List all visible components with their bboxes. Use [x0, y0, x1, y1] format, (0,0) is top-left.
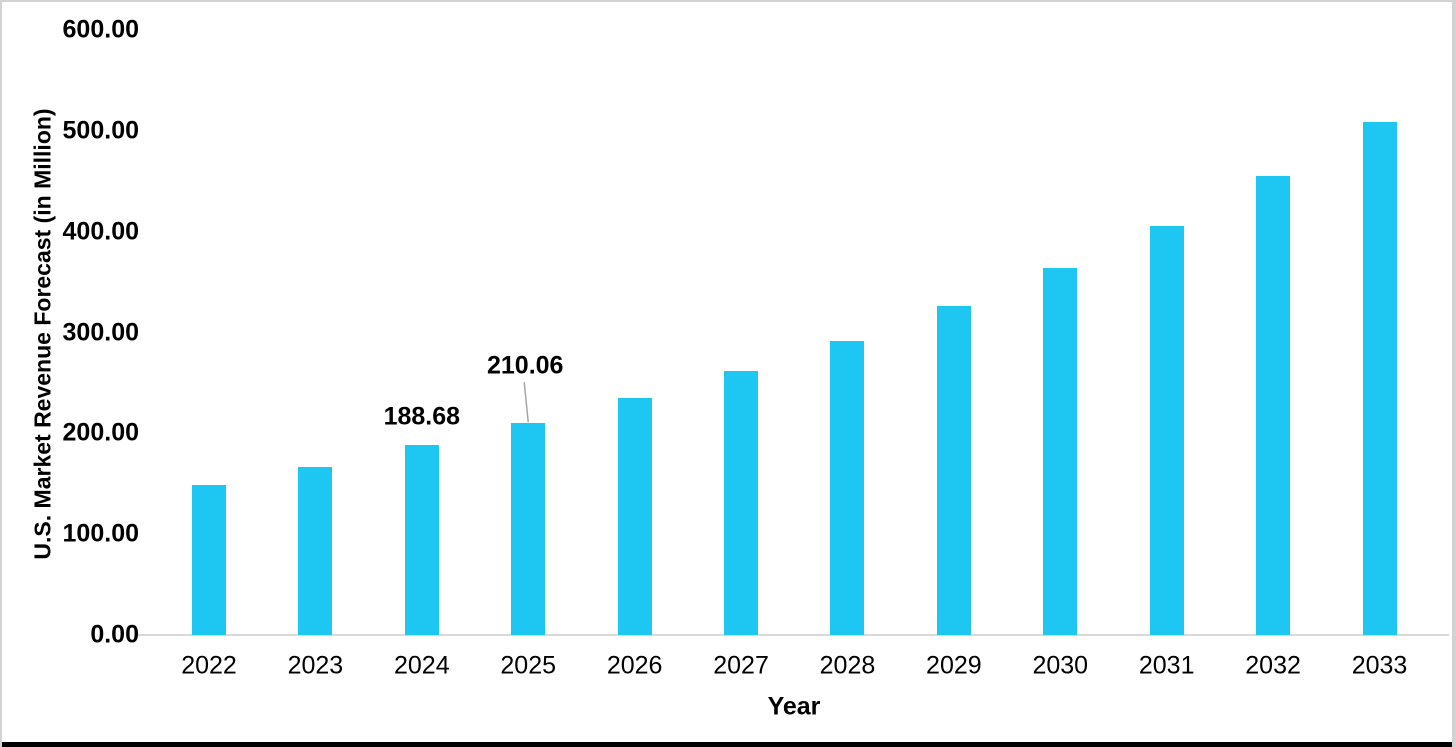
bar-2026 [617, 398, 652, 635]
x-tick-label: 2032 [1245, 651, 1301, 680]
y-tick-label: 600.00 [62, 15, 139, 44]
leader-line [523, 382, 529, 423]
bar-2024 [404, 444, 439, 635]
bar-2029 [936, 306, 971, 635]
y-tick-label: 100.00 [62, 519, 139, 548]
bar-2031 [1149, 225, 1184, 635]
y-tick-label: 400.00 [62, 217, 139, 246]
y-tick-label: 500.00 [62, 116, 139, 145]
bar-2028 [830, 340, 865, 635]
data-label-2024: 188.68 [383, 402, 461, 431]
x-tick-label: 2028 [819, 651, 876, 680]
bar-2027 [724, 370, 759, 635]
bar-2033 [1362, 121, 1397, 635]
x-axis-title: Year [767, 692, 821, 721]
x-tick-label: 2027 [713, 651, 769, 680]
y-tick-label: 200.00 [62, 418, 139, 447]
bar-2025 [511, 423, 546, 635]
x-tick-label: 2025 [500, 651, 557, 680]
x-axis-baseline [135, 634, 1449, 636]
x-tick-label: 2031 [1138, 651, 1195, 680]
data-label-2025: 210.06 [486, 351, 564, 380]
x-tick-label: 2024 [394, 651, 450, 680]
x-tick-label: 2033 [1351, 651, 1408, 680]
y-tick-label: 0.00 [90, 620, 139, 649]
x-tick-label: 2030 [1032, 651, 1089, 680]
x-tick-label: 2022 [181, 651, 237, 680]
bar-2023 [298, 466, 333, 635]
x-tick-label: 2026 [606, 651, 663, 680]
bottom-rule [2, 742, 1452, 747]
y-tick-label: 300.00 [62, 318, 139, 346]
bar-2030 [1043, 267, 1078, 635]
x-tick-label: 2023 [287, 651, 344, 680]
x-tick-label: 2029 [926, 651, 982, 680]
bar-2032 [1256, 176, 1291, 635]
bar-2022 [192, 484, 226, 635]
